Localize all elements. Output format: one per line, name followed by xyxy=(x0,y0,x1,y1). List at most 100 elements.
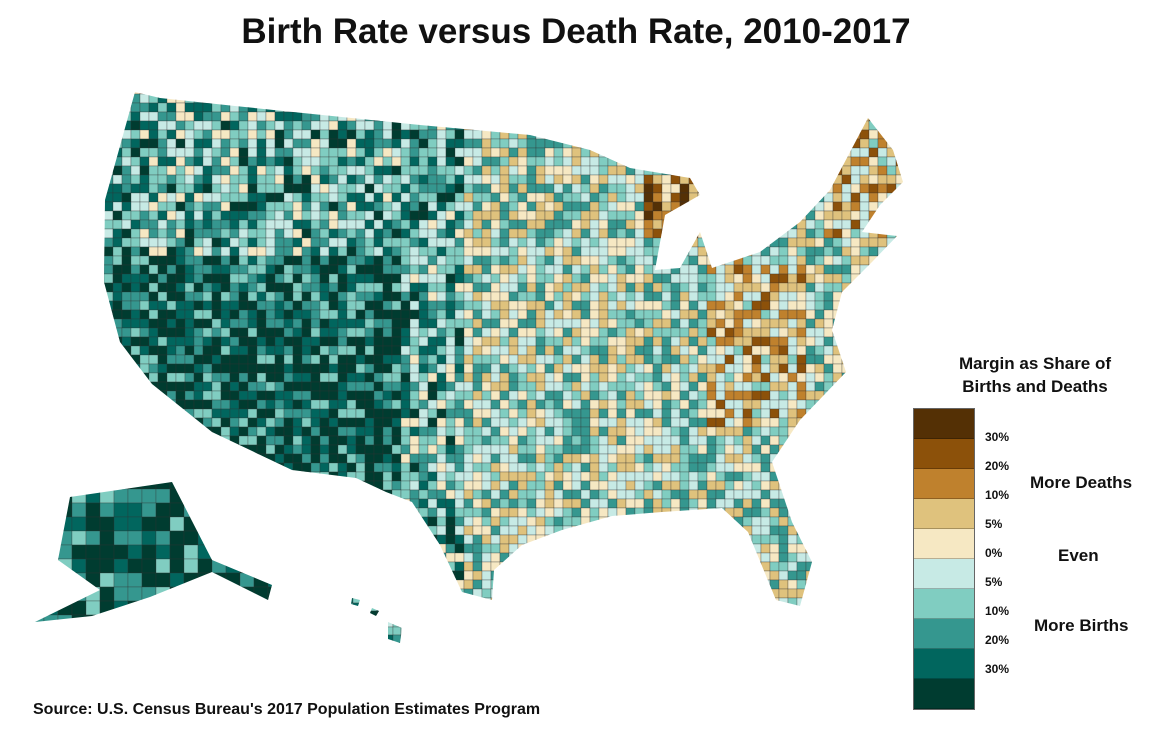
county xyxy=(733,264,744,275)
county xyxy=(571,453,582,464)
county xyxy=(104,282,114,293)
county xyxy=(247,120,258,131)
county xyxy=(229,363,240,374)
county xyxy=(535,561,546,572)
county xyxy=(193,354,204,365)
county xyxy=(104,237,114,248)
county xyxy=(643,507,654,518)
county xyxy=(625,93,636,104)
county xyxy=(490,552,501,563)
county xyxy=(670,552,681,563)
county xyxy=(211,543,222,554)
county xyxy=(112,183,123,194)
county xyxy=(382,471,393,482)
county xyxy=(310,210,321,221)
county xyxy=(859,273,870,284)
county xyxy=(104,480,114,491)
county xyxy=(472,93,483,104)
county xyxy=(265,327,276,338)
county xyxy=(409,336,420,347)
county xyxy=(805,462,816,473)
county xyxy=(652,228,663,239)
county xyxy=(697,282,708,293)
county xyxy=(301,444,312,455)
county xyxy=(805,92,816,95)
county xyxy=(517,498,528,509)
county xyxy=(580,543,591,554)
county xyxy=(427,210,438,221)
county xyxy=(841,246,852,257)
county xyxy=(760,354,771,365)
county xyxy=(805,309,816,320)
county xyxy=(715,399,726,410)
county xyxy=(373,129,384,140)
county xyxy=(418,435,429,446)
county xyxy=(553,183,564,194)
county xyxy=(607,426,618,437)
county xyxy=(436,120,447,131)
county xyxy=(607,453,618,464)
county xyxy=(760,210,771,221)
county xyxy=(220,426,231,437)
county xyxy=(418,498,429,509)
county xyxy=(634,165,645,176)
county xyxy=(823,489,834,500)
county xyxy=(886,120,897,131)
county xyxy=(337,363,348,374)
county xyxy=(418,228,429,239)
county xyxy=(841,336,852,347)
county xyxy=(544,255,555,266)
county xyxy=(742,291,753,302)
county xyxy=(634,174,645,185)
county xyxy=(310,363,321,374)
county xyxy=(544,498,555,509)
county xyxy=(526,93,537,104)
county xyxy=(598,390,609,401)
county xyxy=(688,453,699,464)
county xyxy=(805,102,816,113)
county xyxy=(409,534,420,545)
county xyxy=(481,552,492,563)
county xyxy=(301,183,312,194)
county xyxy=(211,480,222,491)
county xyxy=(391,498,402,509)
county xyxy=(571,399,582,410)
county xyxy=(337,435,348,446)
county xyxy=(616,408,627,419)
county xyxy=(778,129,789,140)
county xyxy=(427,570,438,581)
county xyxy=(508,390,519,401)
county xyxy=(130,381,141,392)
county xyxy=(724,120,735,131)
county xyxy=(634,570,645,581)
county xyxy=(148,102,159,113)
county xyxy=(301,237,312,248)
county xyxy=(652,92,663,95)
county xyxy=(373,498,384,509)
county xyxy=(535,210,546,221)
county xyxy=(301,120,312,131)
county xyxy=(706,291,717,302)
county xyxy=(868,120,879,131)
county xyxy=(733,498,744,509)
county xyxy=(526,92,537,95)
county xyxy=(787,525,798,536)
county xyxy=(589,102,600,113)
county xyxy=(598,219,609,230)
county xyxy=(877,282,888,293)
county xyxy=(895,93,903,104)
county xyxy=(886,138,897,149)
county xyxy=(724,165,735,176)
county xyxy=(643,327,654,338)
county xyxy=(571,273,582,284)
county xyxy=(104,408,105,419)
county xyxy=(148,210,159,221)
county xyxy=(697,147,708,158)
county xyxy=(292,255,303,266)
county xyxy=(104,471,114,482)
county xyxy=(166,210,177,221)
county xyxy=(265,291,276,302)
county xyxy=(886,291,897,302)
county xyxy=(643,282,654,293)
county xyxy=(112,435,123,446)
